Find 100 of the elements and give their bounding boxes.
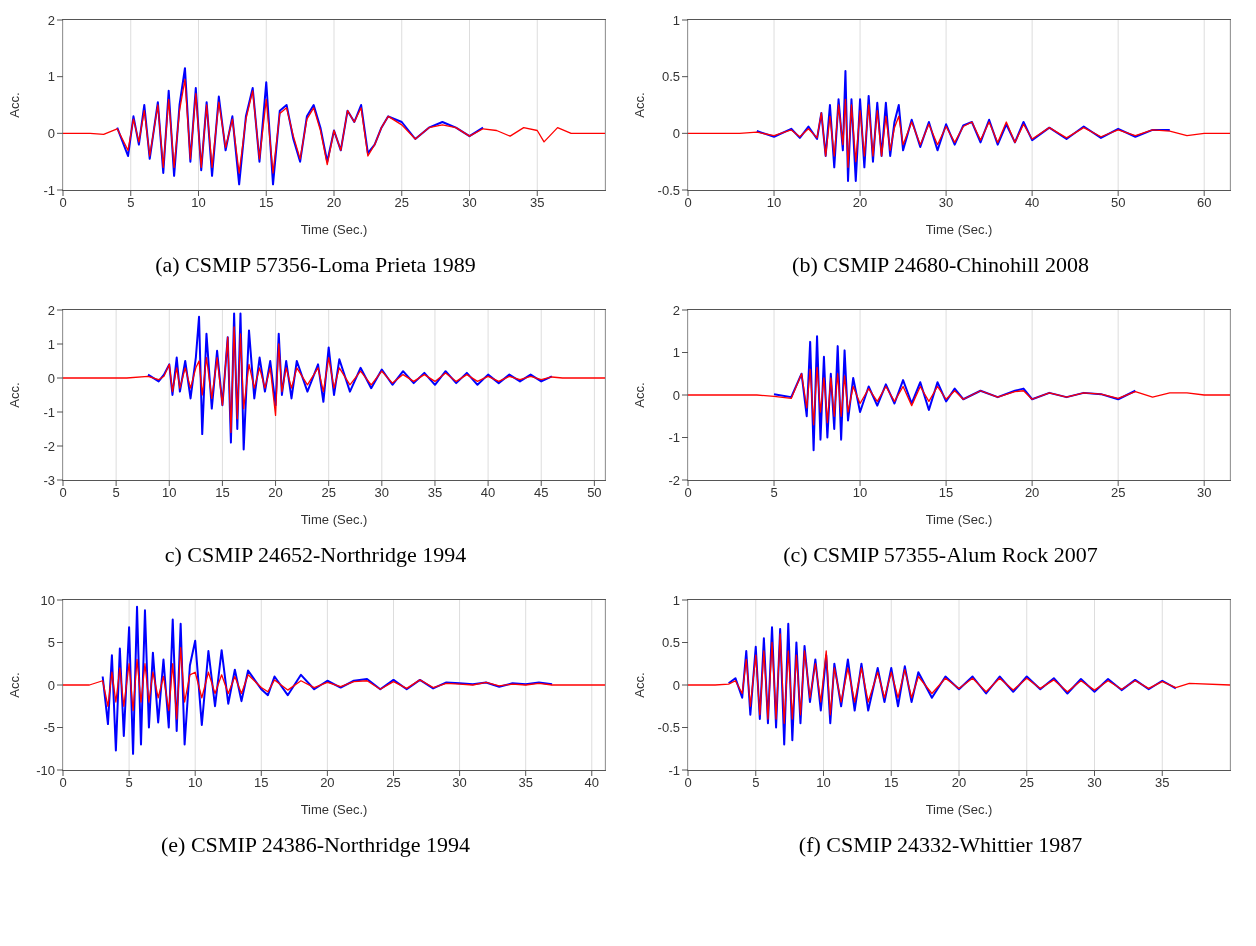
y-tick-label: -2 <box>43 438 55 454</box>
x-tick-label: 30 <box>1196 485 1212 501</box>
x-tick-label: 0 <box>59 195 67 211</box>
x-tick-label: 5 <box>125 775 133 791</box>
line-series <box>116 67 485 186</box>
y-tick-label: 1 <box>672 592 680 608</box>
x-tick-label: 15 <box>259 195 274 211</box>
x-tick-label: 35 <box>530 195 545 211</box>
y-tick-label: 5 <box>47 635 55 651</box>
y-tick-label: -1 <box>668 762 680 778</box>
line-series <box>687 633 1231 724</box>
x-tick-label: 0 <box>684 485 692 501</box>
x-tick-label: 5 <box>127 195 135 211</box>
x-tick-label: 35 <box>427 485 443 501</box>
y-tick-label: 2 <box>47 12 55 28</box>
x-tick-label: 20 <box>951 775 967 791</box>
x-tick-label: 0 <box>59 485 67 501</box>
x-tick-label: 30 <box>452 775 467 791</box>
x-tick-label: 45 <box>534 485 549 501</box>
line-series <box>147 312 553 451</box>
x-tick-label: 0 <box>684 195 692 211</box>
x-axis-title: Time (Sec.) <box>925 802 993 817</box>
x-tick-label: 5 <box>112 485 120 501</box>
y-tick-label: 2 <box>47 302 55 318</box>
x-tick-label: 5 <box>770 485 778 501</box>
x-tick-label: 10 <box>162 485 177 501</box>
y-tick-label: 0 <box>672 387 680 403</box>
y-tick-label: -5 <box>43 720 55 736</box>
x-tick-label: 10 <box>766 195 782 211</box>
y-tick-label: 0 <box>47 677 55 693</box>
line-series <box>687 366 1231 426</box>
text: (c) CSMIP 57355-Alum Rock 2007 <box>782 542 1099 568</box>
x-tick-label: 30 <box>374 485 390 501</box>
x-tick-label: 30 <box>938 195 954 211</box>
line-series <box>101 605 554 755</box>
text: (a) CSMIP 57356-Loma Prieta 1989 <box>154 252 477 278</box>
line-series <box>687 98 1231 168</box>
x-tick-label: 15 <box>254 775 269 791</box>
y-tick-label: 1 <box>672 12 680 28</box>
y-tick-label: 0 <box>47 370 55 386</box>
y-tick-label: 10 <box>40 592 55 608</box>
y-axis-title: Acc. <box>631 382 647 408</box>
x-tick-label: 10 <box>191 195 206 211</box>
y-axis-title: Acc. <box>631 92 647 118</box>
y-tick-label: 0 <box>672 677 680 693</box>
y-axis-title: Acc. <box>6 382 22 408</box>
y-tick-label: -1 <box>43 182 55 198</box>
line-series <box>62 326 606 434</box>
x-tick-label: 20 <box>320 775 335 791</box>
x-tick-label: 15 <box>938 485 954 501</box>
x-tick-label: 40 <box>584 775 600 791</box>
x-tick-label: 30 <box>1087 775 1102 791</box>
x-tick-label: 10 <box>816 775 831 791</box>
x-tick-label: 35 <box>1155 775 1170 791</box>
x-axis-title: Time (Sec.) <box>925 512 993 527</box>
line-series <box>62 78 606 174</box>
y-tick-label: 0.5 <box>661 635 680 651</box>
x-tick-label: 20 <box>326 195 342 211</box>
x-tick-label: 0 <box>684 775 692 791</box>
x-tick-label: 30 <box>462 195 477 211</box>
x-tick-label: 0 <box>59 775 67 791</box>
x-tick-label: 15 <box>215 485 230 501</box>
x-tick-label: 25 <box>394 195 409 211</box>
y-tick-label: -2 <box>668 472 680 488</box>
x-tick-label: 25 <box>1110 485 1126 501</box>
x-tick-label: 25 <box>321 485 336 501</box>
x-tick-label: 40 <box>1024 195 1040 211</box>
line-series <box>755 70 1171 182</box>
y-tick-label: -1 <box>668 430 680 446</box>
y-tick-label: 2 <box>672 302 680 318</box>
y-tick-label: 1 <box>672 345 680 361</box>
text: (e) CSMIP 24386-Northridge 1994 <box>160 832 471 858</box>
x-tick-label: 25 <box>1019 775 1034 791</box>
x-tick-label: 10 <box>187 775 203 791</box>
x-axis-title: Time (Sec.) <box>300 802 368 817</box>
y-tick-label: 1 <box>47 336 55 352</box>
text: c) CSMIP 24652-Northridge 1994 <box>163 542 468 568</box>
line-series <box>62 646 606 720</box>
x-axis-title: Time (Sec.) <box>300 512 368 527</box>
x-tick-label: 20 <box>1024 485 1040 501</box>
y-tick-label: 0 <box>672 125 680 141</box>
y-axis-title: Acc. <box>6 92 22 118</box>
y-axis-title: Acc. <box>631 672 647 698</box>
line-series <box>727 622 1177 746</box>
x-tick-label: 20 <box>268 485 283 501</box>
line-series <box>773 335 1137 452</box>
y-axis-title: Acc. <box>6 672 22 698</box>
x-tick-label: 50 <box>1110 195 1126 211</box>
x-tick-label: 5 <box>752 775 760 791</box>
y-tick-label: -1 <box>43 404 55 420</box>
x-axis-title: Time (Sec.) <box>300 222 368 237</box>
x-axis-title: Time (Sec.) <box>925 222 993 237</box>
y-tick-label: -10 <box>36 762 55 778</box>
x-tick-label: 15 <box>884 775 899 791</box>
y-tick-label: -0.5 <box>657 182 680 198</box>
x-tick-label: 60 <box>1196 195 1212 211</box>
x-tick-label: 20 <box>852 195 868 211</box>
y-tick-label: -0.5 <box>657 720 680 736</box>
y-tick-label: -3 <box>43 472 55 488</box>
text: (b) CSMIP 24680-Chinohill 2008 <box>791 252 1090 278</box>
